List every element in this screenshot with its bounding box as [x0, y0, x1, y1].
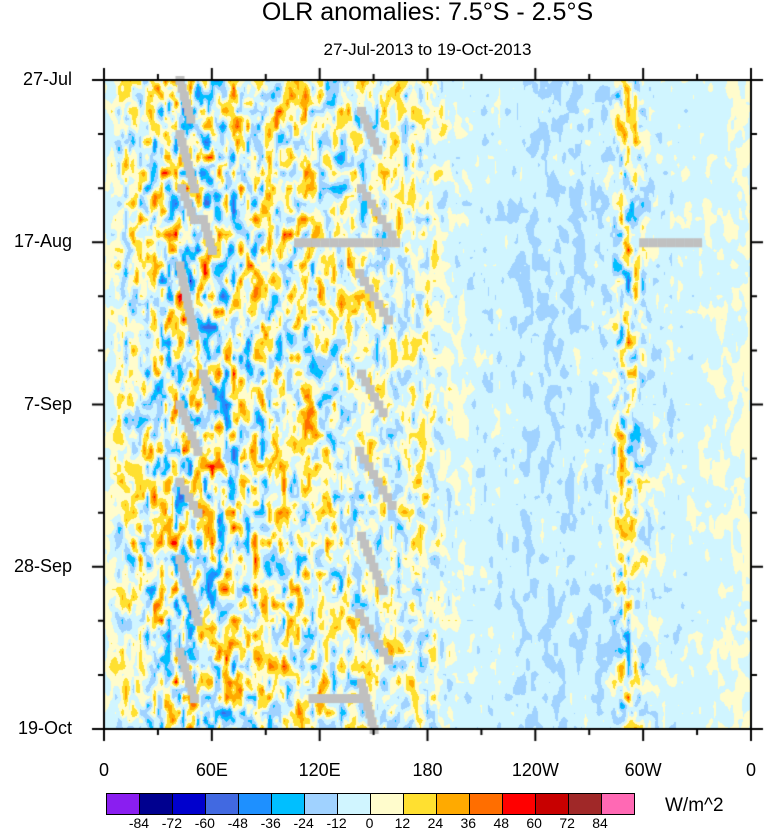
- colorbar-label: 48: [493, 815, 510, 831]
- y-tick-label: 7-Sep: [23, 393, 72, 414]
- colorbar-swatch: [437, 794, 470, 814]
- chart-title: OLR anomalies: 7.5°S - 2.5°S: [261, 0, 594, 26]
- colorbar-label: 60: [526, 815, 542, 831]
- colorbar-swatch: [404, 794, 437, 814]
- colorbar-label: 84: [592, 815, 608, 831]
- colorbar-swatch: [470, 794, 503, 814]
- x-tick-label: 60W: [624, 760, 662, 780]
- y-tick-label: 27-Jul: [22, 69, 72, 89]
- colorbar-swatch: [107, 794, 140, 814]
- x-tick-label: 180: [412, 760, 443, 780]
- colorbar-label: 0: [365, 815, 374, 831]
- colorbar-units: W/m^2: [665, 795, 724, 816]
- x-tick-label: 0: [98, 760, 109, 780]
- x-tick-label: 60E: [195, 760, 228, 780]
- y-tick-label: 19-Oct: [17, 718, 72, 738]
- colorbar-label: 36: [460, 815, 477, 831]
- colorbar-label: 24: [427, 815, 444, 831]
- colorbar-swatch: [503, 794, 536, 814]
- colorbar-swatch: [206, 794, 239, 814]
- colorbar-swatch: [536, 794, 569, 814]
- colorbar-swatch: [569, 794, 602, 814]
- colorbar-swatch: [239, 794, 272, 814]
- x-tick-label: 120E: [298, 760, 341, 780]
- y-tick-label: 28-Sep: [13, 555, 72, 576]
- colorbar-label: -12: [326, 815, 347, 831]
- colorbar-swatch: [371, 794, 404, 814]
- x-tick-label: 0: [745, 760, 756, 780]
- colorbar-label: -24: [293, 815, 314, 831]
- y-tick-label: 17-Aug: [13, 231, 72, 252]
- colorbar-label: -60: [194, 815, 215, 831]
- colorbar-swatch: [305, 794, 338, 814]
- x-tick-label: 120W: [511, 760, 559, 780]
- colorbar-label: -36: [260, 815, 281, 831]
- colorbar-swatch: [602, 794, 634, 814]
- colorbar-swatch: [173, 794, 206, 814]
- colorbar-swatch: [338, 794, 371, 814]
- colorbar-label: -84: [128, 815, 150, 831]
- colorbar-swatch: [140, 794, 173, 814]
- colorbar-label: 72: [559, 815, 575, 831]
- chart-subtitle: 27-Jul-2013 to 19-Oct-2013: [323, 40, 532, 59]
- colorbar-swatch: [272, 794, 305, 814]
- colorbar: [106, 793, 635, 815]
- colorbar-label: -72: [161, 815, 182, 831]
- colorbar-label: 12: [394, 815, 411, 831]
- colorbar-label: -48: [227, 815, 248, 831]
